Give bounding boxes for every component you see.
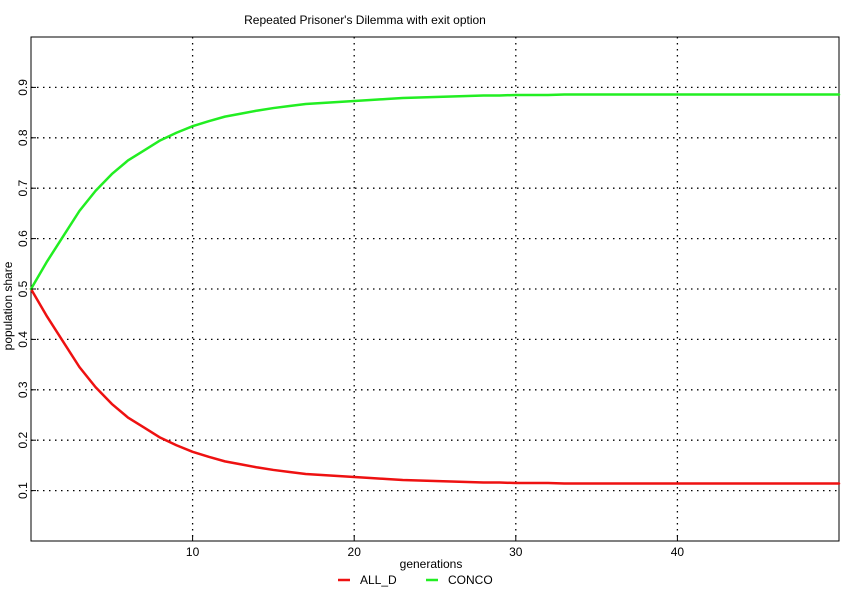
y-tick-label: 0.9 — [16, 79, 30, 96]
y-axis-label: population share — [1, 261, 15, 350]
y-tick-label: 0.7 — [16, 180, 30, 197]
y-tick-label: 0.3 — [16, 381, 30, 398]
series-layer — [29, 93, 841, 485]
legend-label-all_d: ALL_D — [360, 573, 397, 587]
x-tick-label: 10 — [186, 545, 200, 559]
legend-label-conco: CONCO — [448, 573, 493, 587]
grid — [31, 37, 839, 541]
x-tick-label: 40 — [671, 545, 685, 559]
x-axis-label: generations — [400, 557, 463, 571]
y-tick-label: 0.2 — [16, 432, 30, 449]
axis-ticks: 10 20 30 40 0.1 0.2 0.3 0.4 0.5 0.6 0.7 0.8 0.9 — [16, 79, 684, 559]
y-tick-label: 0.4 — [16, 331, 30, 348]
series-line-all_d — [29, 287, 841, 485]
y-tick-label: 0.8 — [16, 129, 30, 146]
legend: ALL_D CONCO — [338, 573, 493, 587]
x-tick-label: 30 — [509, 545, 523, 559]
y-tick-label: 0.6 — [16, 230, 30, 247]
y-tick-label: 0.5 — [16, 280, 30, 297]
chart-title: Repeated Prisoner's Dilemma with exit op… — [244, 13, 486, 27]
x-tick-label: 20 — [348, 545, 362, 559]
series-line-conco — [29, 93, 841, 291]
y-tick-label: 0.1 — [16, 482, 30, 499]
